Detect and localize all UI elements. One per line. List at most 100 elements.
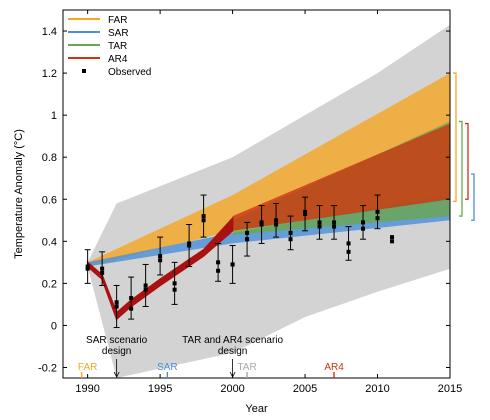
observed-point xyxy=(157,236,164,276)
legend-label: AR4 xyxy=(108,54,128,65)
annotation-text: design xyxy=(218,346,247,357)
observed-marker xyxy=(346,241,351,246)
observed-marker xyxy=(201,214,206,219)
observed-marker-alt xyxy=(259,220,264,225)
observed-marker-alt xyxy=(375,216,380,221)
annotation-text: SAR scenario xyxy=(86,335,148,346)
y-tick-label: -0.2 xyxy=(38,362,57,374)
observed-marker-alt xyxy=(216,268,221,273)
observed-marker xyxy=(317,220,322,225)
observed-marker-alt xyxy=(230,262,235,267)
legend-label: Observed xyxy=(108,67,151,78)
observed-marker xyxy=(288,230,293,235)
y-tick-label: 0.2 xyxy=(42,278,57,290)
observed-marker-alt xyxy=(85,266,90,271)
observed-marker xyxy=(85,264,90,269)
y-tick-label: 1 xyxy=(51,110,57,122)
observed-marker xyxy=(375,209,380,214)
y-tick-label: 0.6 xyxy=(42,194,57,206)
observed-marker-alt xyxy=(303,209,308,214)
observed-point xyxy=(113,284,120,329)
observed-marker-alt xyxy=(172,287,177,292)
observed-point xyxy=(345,226,352,261)
observed-point xyxy=(215,242,222,282)
observed-point xyxy=(142,263,149,308)
observed-marker xyxy=(172,281,177,286)
observed-marker-alt xyxy=(332,224,337,229)
plot-frame xyxy=(62,9,451,379)
observed-point xyxy=(302,196,309,232)
observed-marker xyxy=(303,211,308,216)
annotation-text: TAR and AR4 scenario xyxy=(182,335,283,346)
observed-point xyxy=(171,261,178,305)
y-tick-label: 1.4 xyxy=(42,26,57,38)
legend-label: TAR xyxy=(108,41,127,52)
observed-marker-alt xyxy=(187,241,192,246)
legend: FAR SAR TAR AR4 Observed xyxy=(68,15,151,78)
observed-point xyxy=(84,249,91,284)
observed-marker xyxy=(187,243,192,248)
report-label-tar: TAR xyxy=(237,362,256,373)
observed-marker-alt xyxy=(390,239,395,244)
y-tick-label: 1.2 xyxy=(42,68,57,80)
report-label-far: FAR xyxy=(78,362,97,373)
observed-marker xyxy=(245,237,250,242)
x-tick-label: 2000 xyxy=(220,383,244,395)
observed-marker-alt xyxy=(129,306,134,311)
observed-point xyxy=(128,276,135,320)
annotation-arrowhead xyxy=(113,371,120,378)
report-label-ar4: AR4 xyxy=(324,362,344,373)
observed-point xyxy=(287,215,294,251)
observed-marker-alt xyxy=(317,224,322,229)
y-tick-label: 0 xyxy=(51,320,57,332)
band-ar4 xyxy=(232,123,450,231)
x-tick-label: 1990 xyxy=(75,383,99,395)
observed-marker xyxy=(143,283,148,288)
y-tick-label: 0.4 xyxy=(42,236,57,248)
report-label-sar: SAR xyxy=(157,362,178,373)
observed-point xyxy=(316,205,323,240)
observed-marker-alt xyxy=(245,230,250,235)
annotation-arrowhead xyxy=(229,371,236,378)
x-axis-title: Year xyxy=(245,403,268,415)
observed-point xyxy=(186,223,193,268)
observed-marker-alt xyxy=(143,287,148,292)
bracket-sar xyxy=(471,173,475,221)
legend-label: SAR xyxy=(108,28,129,39)
legend-marker-observed xyxy=(82,69,86,73)
observed-marker-alt xyxy=(114,300,119,305)
observed-marker-alt xyxy=(100,270,105,275)
observed-marker xyxy=(274,218,279,223)
ar4-early-band xyxy=(86,216,234,321)
plot-area xyxy=(84,24,450,378)
observed-marker xyxy=(361,220,366,225)
observed-marker-alt xyxy=(361,226,366,231)
observed-point xyxy=(244,221,251,257)
x-tick-label: 2005 xyxy=(293,383,317,395)
observed-marker-alt xyxy=(158,258,163,263)
observed-point xyxy=(99,251,106,286)
bracket-far xyxy=(453,72,457,203)
y-axis-title: Temperature Anomaly (°C) xyxy=(13,129,25,259)
x-tick-label: 1995 xyxy=(148,383,172,395)
x-tick-label: 2015 xyxy=(438,383,462,395)
observed-marker xyxy=(100,266,105,271)
annotation-text: design xyxy=(102,346,131,357)
legend-label: FAR xyxy=(108,15,127,26)
observed-point xyxy=(390,235,395,244)
observed-point xyxy=(258,205,265,244)
bracket-tar xyxy=(459,120,463,217)
observed-marker xyxy=(129,296,134,301)
observed-marker-alt xyxy=(201,218,206,223)
observed-point xyxy=(360,205,367,240)
observed-marker-alt xyxy=(288,237,293,242)
observed-point xyxy=(200,194,207,238)
ar4-bridge xyxy=(203,218,233,257)
observed-marker xyxy=(259,222,264,227)
observed-marker xyxy=(216,260,221,265)
observed-point xyxy=(374,194,381,230)
observed-marker xyxy=(390,235,395,240)
observed-marker-alt xyxy=(346,249,351,254)
